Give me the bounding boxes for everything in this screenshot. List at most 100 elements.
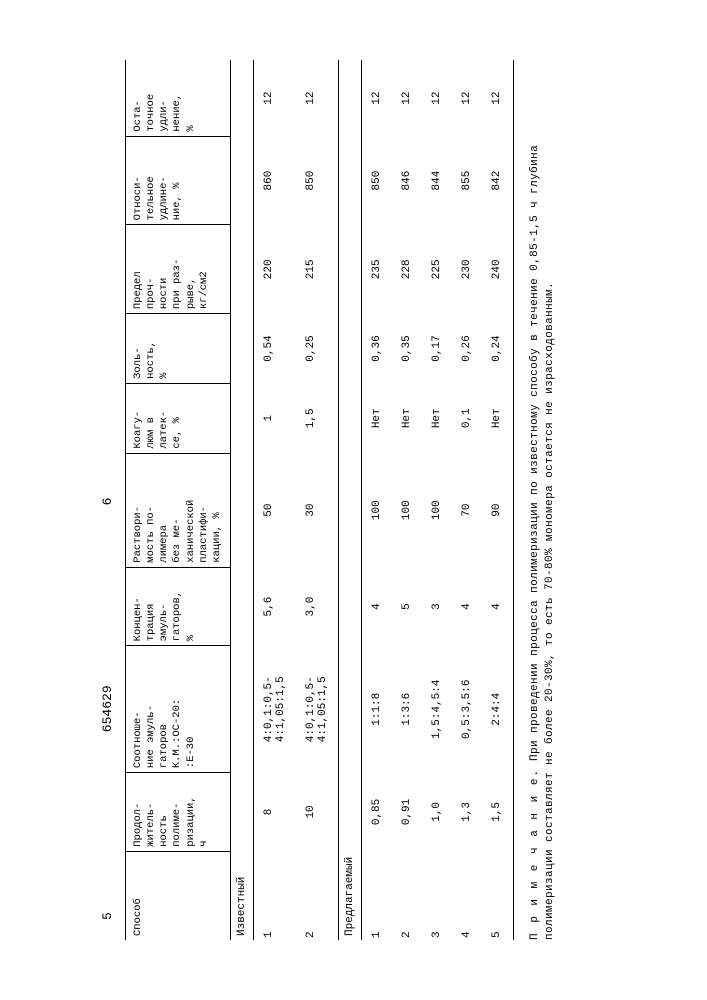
table-cell: Нет bbox=[361, 383, 392, 453]
section-title-row: Известный bbox=[230, 60, 253, 940]
table-cell: 240 bbox=[482, 225, 514, 314]
table-cell: 1 bbox=[253, 851, 296, 940]
table-cell: 90 bbox=[482, 453, 514, 567]
table-cell: 0,5:3,5:6 bbox=[452, 646, 482, 773]
table-cell: 0,35 bbox=[392, 314, 422, 384]
table-cell: 5 bbox=[482, 851, 514, 940]
table-cell: 1,5:4,5:4 bbox=[422, 646, 452, 773]
table-cell: 30 bbox=[296, 453, 339, 567]
table-cell: 100 bbox=[392, 453, 422, 567]
table-cell: 1,5 bbox=[296, 383, 339, 453]
table-cell: 4:0,1:0,5-4:1,05:1,5 bbox=[296, 646, 339, 773]
table-cell: 70 bbox=[452, 453, 482, 567]
table-row: 20,911:3:65100Нет0,3522884612 bbox=[392, 60, 422, 940]
section-title-row: Предлагаемый bbox=[338, 60, 361, 940]
table-cell: Нет bbox=[422, 383, 452, 453]
table-cell: 844 bbox=[422, 136, 452, 225]
table-cell: 100 bbox=[422, 453, 452, 567]
col-header: Концен-трацияэмуль-гаторов,% bbox=[126, 567, 231, 646]
table-cell: 0,17 bbox=[422, 314, 452, 384]
table-row: 41,30,5:3,5:64700,10,2623085512 bbox=[452, 60, 482, 940]
table-cell: 2 bbox=[296, 851, 339, 940]
table-cell: 0,36 bbox=[361, 314, 392, 384]
doc-number: 654629 bbox=[100, 685, 115, 732]
table-cell: Нет bbox=[482, 383, 514, 453]
table-cell: 0,1 bbox=[452, 383, 482, 453]
table-cell: 860 bbox=[253, 136, 296, 225]
col-header: Относи-тельноеудлине-ние, % bbox=[126, 136, 231, 225]
col-header: Пределпроч-ностипри раз-рыве,кг/см2 bbox=[126, 225, 231, 314]
col-header: Золь-ность,% bbox=[126, 314, 231, 384]
page-num-left: 5 bbox=[100, 912, 115, 920]
table-cell: 4 bbox=[452, 567, 482, 646]
table-cell: 4 bbox=[482, 567, 514, 646]
table-header-row: СпособПродол-житель-ностьполиме-ризации,… bbox=[126, 60, 231, 940]
table-cell: 842 bbox=[482, 136, 514, 225]
note-label: П р и м е ч а н и е. bbox=[529, 768, 541, 940]
table-cell: 10 bbox=[296, 773, 339, 852]
table-cell: 1,5 bbox=[482, 773, 514, 852]
table-cell: 5,6 bbox=[253, 567, 296, 646]
table-cell: 12 bbox=[452, 60, 482, 136]
table-cell: 3 bbox=[422, 567, 452, 646]
table-cell: 4 bbox=[452, 851, 482, 940]
table-cell: 5 bbox=[392, 567, 422, 646]
table-row: 51,52:4:4490Нет0,2424084212 bbox=[482, 60, 514, 940]
table-row: 10,851:1:84100Нет0,3623585012 bbox=[361, 60, 392, 940]
table-cell: 4 bbox=[361, 567, 392, 646]
table-cell: 850 bbox=[361, 136, 392, 225]
table-cell: Нет bbox=[392, 383, 422, 453]
section-title: Предлагаемый bbox=[338, 60, 361, 940]
table-row: 31,01,5:4,5:43100Нет0,1722584412 bbox=[422, 60, 452, 940]
col-header: Раствори-мость по-лимерабез ме-ханическо… bbox=[126, 453, 231, 567]
table-cell: 12 bbox=[422, 60, 452, 136]
col-header: Коагу-люм влатек-се, % bbox=[126, 383, 231, 453]
data-table: СпособПродол-житель-ностьполиме-ризации,… bbox=[125, 60, 514, 940]
table-cell: 846 bbox=[392, 136, 422, 225]
table-body: Известный184:0,1:0,5-4:1,05:1,55,65010,5… bbox=[230, 60, 513, 940]
table-cell: 3 bbox=[422, 851, 452, 940]
col-header: Способ bbox=[126, 851, 231, 940]
table-cell: 4:0,1:0,5-4:1,05:1,5 bbox=[253, 646, 296, 773]
table-row: 184:0,1:0,5-4:1,05:1,55,65010,5422086012 bbox=[253, 60, 296, 940]
col-header: Соотноше-ние эмуль-гаторовК.М.:ОС-20::Е-… bbox=[126, 646, 231, 773]
table-cell: 12 bbox=[296, 60, 339, 136]
table-cell: 1,3 bbox=[452, 773, 482, 852]
table-row: 2104:0,1:0,5-4:1,05:1,53,0301,50,2521585… bbox=[296, 60, 339, 940]
table-cell: 850 bbox=[296, 136, 339, 225]
table-cell: 215 bbox=[296, 225, 339, 314]
table-cell: 220 bbox=[253, 225, 296, 314]
section-title: Известный bbox=[230, 60, 253, 940]
table-cell: 1,0 bbox=[422, 773, 452, 852]
table-cell: 50 bbox=[253, 453, 296, 567]
table-cell: 100 bbox=[361, 453, 392, 567]
table-cell: 1:1:8 bbox=[361, 646, 392, 773]
table-cell: 0,25 bbox=[296, 314, 339, 384]
page-num-right: 6 bbox=[100, 498, 115, 506]
page-header: 5 654629 6 bbox=[100, 60, 115, 940]
table-cell: 2:4:4 bbox=[482, 646, 514, 773]
table-cell: 0,54 bbox=[253, 314, 296, 384]
table-cell: 12 bbox=[361, 60, 392, 136]
table-cell: 8 bbox=[253, 773, 296, 852]
table-cell: 12 bbox=[482, 60, 514, 136]
table-cell: 0,85 bbox=[361, 773, 392, 852]
table-cell: 225 bbox=[422, 225, 452, 314]
table-cell: 855 bbox=[452, 136, 482, 225]
table-cell: 1:3:6 bbox=[392, 646, 422, 773]
table-cell: 3,0 bbox=[296, 567, 339, 646]
table-cell: 1 bbox=[253, 383, 296, 453]
table-cell: 12 bbox=[392, 60, 422, 136]
col-header: Продол-житель-ностьполиме-ризации,ч bbox=[126, 773, 231, 852]
table-cell: 0,24 bbox=[482, 314, 514, 384]
table-cell: 2 bbox=[392, 851, 422, 940]
table-cell: 235 bbox=[361, 225, 392, 314]
table-cell: 228 bbox=[392, 225, 422, 314]
footnote: П р и м е ч а н и е. При проведении проц… bbox=[528, 60, 559, 940]
col-header: Оста-точноеудли-нение,% bbox=[126, 60, 231, 136]
table-cell: 1 bbox=[361, 851, 392, 940]
table-cell: 12 bbox=[253, 60, 296, 136]
table-cell: 230 bbox=[452, 225, 482, 314]
table-cell: 0,91 bbox=[392, 773, 422, 852]
table-cell: 0,26 bbox=[452, 314, 482, 384]
